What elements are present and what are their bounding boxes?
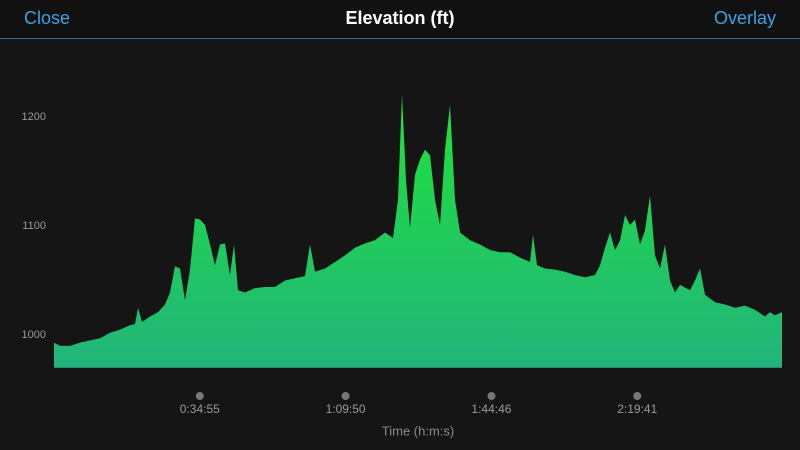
- x-tick-label: 1:44:46: [471, 402, 511, 416]
- x-tick-label: 1:09:50: [326, 402, 366, 416]
- x-tick-dot: [195, 392, 204, 400]
- nav-bar: [0, 0, 800, 38]
- x-axis-label: Time (h:m:s): [382, 423, 454, 438]
- x-tick-dot: [487, 392, 496, 400]
- elevation-area: [54, 94, 782, 368]
- x-tick-dot: [633, 392, 642, 400]
- x-tick-dot: [341, 392, 350, 400]
- chart-title: Elevation (ft): [345, 8, 454, 28]
- x-tick-label: 2:19:41: [617, 402, 657, 416]
- overlay-button[interactable]: Overlay: [714, 8, 776, 28]
- close-button[interactable]: Close: [24, 8, 70, 28]
- y-tick-label: 1100: [22, 220, 46, 232]
- x-tick-label: 0:34:55: [180, 402, 220, 416]
- y-tick-label: 1000: [22, 329, 46, 341]
- y-tick-label: 1200: [22, 111, 46, 123]
